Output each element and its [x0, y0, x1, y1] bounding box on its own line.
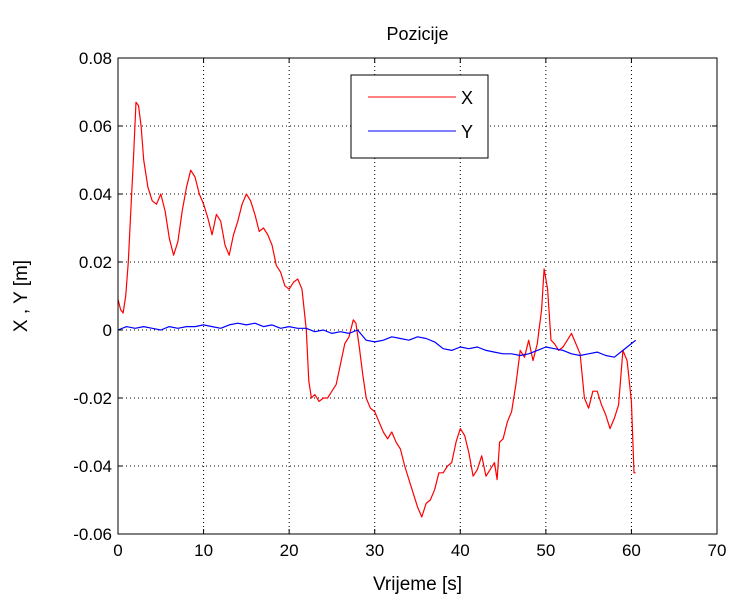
- x-tick-label: 20: [280, 541, 299, 560]
- y-tick-label: -0.04: [73, 457, 112, 476]
- x-tick-label: 30: [365, 541, 384, 560]
- y-tick-labels: -0.06 -0.04 -0.02 0 0.02 0.04 0.06 0.08: [73, 49, 112, 544]
- x-tick-label: 0: [113, 541, 122, 560]
- y-tick-label: 0.04: [79, 185, 112, 204]
- series-line-y: [117, 322, 637, 358]
- x-tick-label: 70: [708, 541, 727, 560]
- y-axis-label: X , Y [m]: [11, 260, 32, 332]
- x-tick-label: 60: [622, 541, 641, 560]
- legend-label-y: Y: [461, 122, 473, 142]
- y-tick-label: -0.02: [73, 389, 112, 408]
- y-tick-label: -0.06: [73, 525, 112, 544]
- x-tick-label: 10: [194, 541, 213, 560]
- tick-marks: [117, 57, 718, 535]
- y-tick-label: 0.08: [79, 49, 112, 68]
- chart-title: Pozicije: [386, 24, 448, 44]
- y-tick-label: 0: [103, 321, 112, 340]
- x-axis-label: Vrijeme [s]: [373, 574, 462, 595]
- x-tick-labels: 0 10 20 30 40 50 60 70: [113, 541, 726, 560]
- grid-lines: [118, 58, 717, 534]
- x-tick-label: 40: [451, 541, 470, 560]
- plot-frame: [117, 57, 718, 535]
- legend: X Y: [350, 74, 489, 159]
- y-tick-label: 0.02: [79, 253, 112, 272]
- legend-box: [350, 74, 489, 159]
- y-tick-label: 0.06: [79, 117, 112, 136]
- x-tick-label: 50: [536, 541, 555, 560]
- series-group: [117, 101, 637, 518]
- legend-label-x: X: [461, 88, 473, 108]
- series-line-x: [117, 101, 636, 518]
